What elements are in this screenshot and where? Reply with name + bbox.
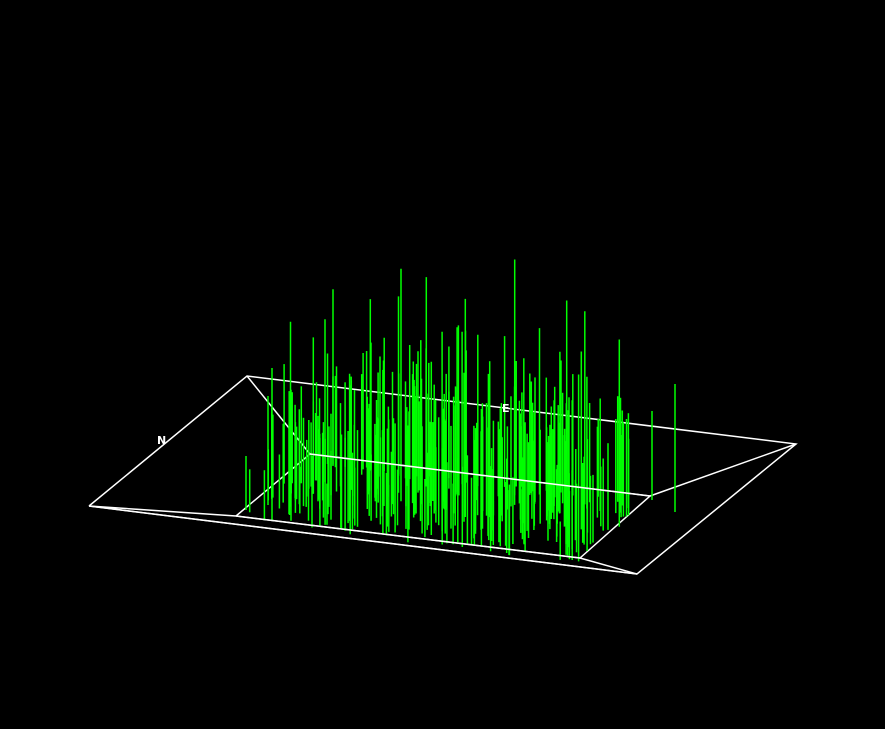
north-axis-label: N — [157, 434, 166, 447]
data-sticks — [245, 259, 676, 562]
tray-edge-left-front — [88, 505, 237, 517]
tray-outer-front-edge — [88, 505, 638, 575]
tray-inner-back-edge — [309, 453, 651, 497]
tray-edge-right-front — [579, 557, 638, 575]
east-axis-label: E — [502, 402, 510, 415]
tray-inner-front-edge — [235, 515, 581, 559]
tray-front-overlay — [88, 453, 651, 575]
